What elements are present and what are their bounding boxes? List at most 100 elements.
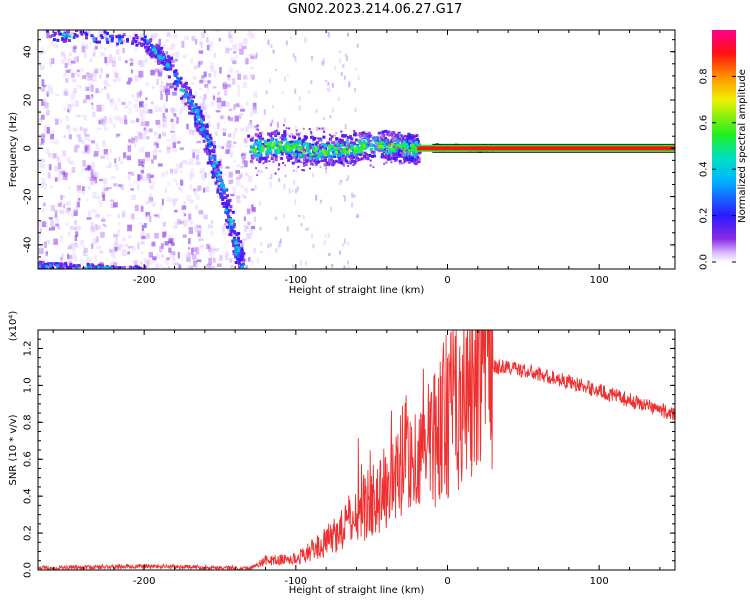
streak-cell bbox=[289, 148, 293, 152]
streak-cell bbox=[59, 262, 63, 266]
carrier-core bbox=[417, 146, 675, 151]
noise-cell bbox=[236, 183, 241, 187]
snr-series-line bbox=[38, 330, 675, 570]
streak-cell bbox=[319, 137, 322, 140]
streak-cell bbox=[384, 154, 388, 158]
y-tick-label: 0.0 bbox=[23, 562, 34, 578]
streak-cell bbox=[295, 145, 299, 149]
streak-cell bbox=[58, 265, 62, 269]
noise-cell bbox=[233, 104, 236, 110]
noise-cell bbox=[67, 245, 72, 250]
noise-cell bbox=[92, 153, 97, 157]
noise-cell bbox=[88, 42, 93, 45]
streak-cell bbox=[240, 248, 244, 252]
noise-cell bbox=[230, 193, 235, 197]
noise-cell bbox=[209, 247, 214, 254]
noise-cell bbox=[310, 80, 313, 84]
noise-cell bbox=[347, 241, 350, 246]
streak-cell bbox=[255, 167, 258, 170]
streak-cell bbox=[404, 137, 407, 140]
noise-cell bbox=[246, 226, 249, 229]
streak-cell bbox=[323, 156, 326, 159]
noise-cell bbox=[244, 58, 247, 62]
streak-cell bbox=[278, 164, 281, 167]
noise-cell bbox=[127, 145, 132, 152]
streak-cell bbox=[281, 134, 285, 138]
streak-cell bbox=[331, 159, 335, 163]
noise-cell bbox=[57, 226, 61, 230]
noise-cell bbox=[55, 211, 58, 218]
streak-cell bbox=[271, 146, 275, 150]
noise-cell bbox=[64, 62, 68, 68]
noise-cell bbox=[242, 238, 247, 241]
noise-cell bbox=[158, 133, 161, 139]
noise-cell bbox=[121, 210, 126, 215]
noise-cell bbox=[73, 147, 78, 153]
noise-cell bbox=[106, 187, 112, 190]
streak-cell bbox=[229, 222, 233, 226]
noise-cell bbox=[181, 96, 187, 104]
streak-cell bbox=[217, 169, 221, 173]
noise-cell bbox=[227, 209, 232, 216]
noise-cell bbox=[67, 126, 71, 132]
streak-cell bbox=[232, 238, 236, 242]
streak-cell bbox=[354, 138, 358, 142]
noise-cell bbox=[323, 117, 326, 120]
noise-cell bbox=[170, 107, 175, 113]
streak-cell bbox=[384, 141, 388, 145]
streak-cell bbox=[232, 250, 236, 254]
streak-cell bbox=[143, 35, 147, 39]
streak-cell bbox=[107, 267, 111, 269]
noise-cell bbox=[109, 199, 115, 202]
streak-cell bbox=[205, 125, 209, 129]
noise-cell bbox=[138, 159, 141, 166]
noise-cell bbox=[206, 263, 212, 269]
noise-cell bbox=[65, 78, 69, 83]
noise-cell bbox=[165, 82, 170, 87]
streak-cell bbox=[38, 264, 41, 268]
streak-cell bbox=[283, 135, 287, 139]
noise-cell bbox=[219, 165, 223, 169]
streak-cell bbox=[95, 40, 99, 44]
noise-cell bbox=[181, 205, 187, 210]
streak-cell bbox=[161, 50, 165, 54]
streak-cell bbox=[180, 96, 184, 100]
noise-cell bbox=[202, 106, 207, 111]
noise-cell bbox=[164, 241, 169, 246]
streak-cell bbox=[394, 143, 398, 147]
noise-cell bbox=[156, 213, 161, 219]
noise-cell bbox=[96, 236, 99, 242]
streak-cell bbox=[85, 36, 89, 40]
streak-cell bbox=[148, 52, 152, 56]
streak-cell bbox=[308, 160, 311, 163]
streak-cell bbox=[98, 40, 102, 44]
noise-cell bbox=[283, 76, 286, 82]
noise-cell bbox=[139, 148, 145, 153]
noise-cell bbox=[216, 122, 220, 130]
noise-cell bbox=[85, 134, 90, 137]
noise-cell bbox=[275, 248, 278, 253]
noise-cell bbox=[204, 172, 207, 178]
noise-cell bbox=[135, 108, 139, 112]
noise-cell bbox=[121, 101, 126, 105]
noise-cell bbox=[192, 130, 195, 135]
noise-cell bbox=[65, 69, 71, 73]
noise-cell bbox=[222, 128, 227, 132]
streak-cell bbox=[380, 139, 384, 143]
noise-cell bbox=[186, 195, 192, 202]
streak-cell bbox=[291, 161, 295, 165]
noise-cell bbox=[311, 172, 314, 178]
streak-cell bbox=[238, 272, 241, 275]
streak-cell bbox=[219, 171, 223, 175]
noise-cell bbox=[94, 254, 98, 261]
streak-cell bbox=[316, 160, 320, 164]
noise-cell bbox=[196, 149, 200, 155]
noise-cell bbox=[328, 252, 331, 257]
noise-cell bbox=[184, 253, 188, 258]
noise-cell bbox=[247, 33, 250, 38]
noise-cell bbox=[336, 268, 339, 269]
noise-cell bbox=[229, 39, 234, 43]
noise-cell bbox=[40, 158, 45, 163]
noise-cell bbox=[169, 83, 175, 89]
streak-cell bbox=[114, 266, 118, 269]
